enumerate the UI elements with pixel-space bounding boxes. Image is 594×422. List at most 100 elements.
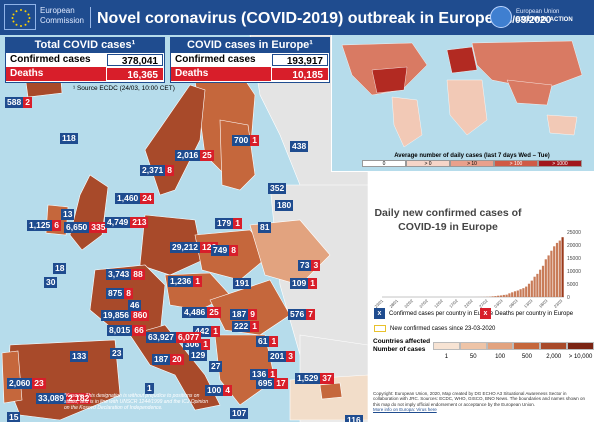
x-tick-label: 17/02 bbox=[448, 298, 459, 309]
country-badge: 100 4 bbox=[205, 385, 232, 396]
country-cases: 352 bbox=[268, 183, 287, 194]
legend-new-label: New confirmed cases since 23-03-2020 bbox=[390, 325, 496, 332]
x-tick-label: 18/03 bbox=[538, 298, 549, 309]
country-deaths: 20 bbox=[170, 354, 184, 365]
country-cases: 3,743 bbox=[106, 269, 132, 280]
country-badge: 136 1 bbox=[250, 369, 277, 380]
chart-bar bbox=[539, 269, 542, 297]
chart-bar bbox=[494, 296, 497, 297]
scale-swatch bbox=[433, 342, 460, 350]
legend-cases-label: Confirmed cases per country in Europe bbox=[389, 310, 494, 317]
country-badge: 109 1 bbox=[290, 278, 317, 289]
country-badge: 187 20 bbox=[152, 354, 184, 365]
country-deaths: 23 bbox=[32, 378, 46, 389]
x-tick-label: 28/01 bbox=[388, 298, 399, 309]
info-panel: Daily new confirmed cases of COVID-19 in… bbox=[368, 172, 594, 422]
country-cases: 118 bbox=[60, 133, 78, 144]
scale-tick: 1 bbox=[444, 354, 449, 360]
country-badge: 29,212 126 bbox=[170, 242, 219, 253]
total-covid-box: Total COVID cases¹ Confirmed cases 378,0… bbox=[5, 37, 165, 83]
country-badge: 352 bbox=[268, 183, 287, 194]
chart-bar bbox=[527, 283, 531, 297]
world-legend-class: > 1000 bbox=[538, 160, 582, 167]
country-badge: 4,486 25 bbox=[182, 307, 221, 318]
country-cases: 46 bbox=[128, 300, 142, 311]
country-deaths: 8 bbox=[229, 245, 238, 256]
country-badge: 2,371 8 bbox=[140, 165, 175, 176]
scale-tick: 100 bbox=[495, 354, 506, 360]
chart-bar bbox=[502, 294, 505, 297]
country-cases: 63,927 bbox=[146, 332, 176, 343]
chart-bar bbox=[530, 280, 533, 297]
country-badge: 179 1 bbox=[215, 218, 242, 229]
country-cases: 107 bbox=[230, 408, 249, 419]
legend-deaths-label: Deaths per country in Europe bbox=[495, 310, 574, 317]
country-deaths: 17 bbox=[274, 378, 288, 389]
country-badge: 116 bbox=[345, 415, 363, 422]
eeas-logo: European Union EXTERNAL ACTION bbox=[490, 4, 590, 31]
country-cases: 6,650 bbox=[64, 222, 90, 233]
x-tick-label: 03/03 bbox=[493, 298, 504, 309]
chart-bar bbox=[550, 250, 553, 297]
europe-deaths-row: Deaths 10,185 bbox=[171, 67, 329, 81]
country-deaths: 8 bbox=[165, 165, 175, 176]
chart-title: Daily new confirmed cases of COVID-19 in… bbox=[374, 207, 522, 233]
country-deaths: 24 bbox=[140, 193, 154, 204]
total-covid-title: Total COVID cases¹ bbox=[6, 38, 164, 53]
world-map: Average number of daily cases (last 7 da… bbox=[331, 35, 594, 172]
country-cases: 187 bbox=[230, 309, 249, 320]
deaths-symbol: x bbox=[480, 308, 491, 319]
country-badge: 442 1 bbox=[193, 326, 220, 337]
country-badge: 6,650 335 bbox=[64, 222, 108, 233]
chart-bar bbox=[536, 273, 539, 297]
chart-bar bbox=[525, 286, 528, 297]
country-cases: 136 bbox=[250, 369, 269, 380]
country-deaths: 4 bbox=[223, 385, 232, 396]
country-deaths: 25 bbox=[207, 307, 221, 318]
country-cases: 100 bbox=[205, 385, 224, 396]
europe-covid-title: COVID cases in Europe¹ bbox=[171, 38, 329, 53]
country-cases: 81 bbox=[258, 222, 272, 233]
chart-bar bbox=[561, 237, 564, 297]
country-badge: 187 9 bbox=[230, 309, 257, 320]
country-cases: 2,371 bbox=[140, 165, 166, 176]
scale-swatch bbox=[459, 342, 487, 350]
countries-affected-ticks: 1 50 100 500 2,000 > 10,000 bbox=[433, 354, 594, 360]
country-cases: 61 bbox=[256, 336, 270, 347]
copyright-block: Copyright: European Union, 2020, Map cre… bbox=[373, 391, 592, 412]
scale-swatch bbox=[567, 342, 594, 350]
total-deaths-label: Deaths bbox=[6, 67, 106, 81]
world-legend-title: Average number of daily cases (last 7 da… bbox=[394, 153, 550, 159]
kosovo-disclaimer: *Kosovo: This designation is without pre… bbox=[64, 393, 208, 411]
country-badge: 695 17 bbox=[256, 378, 288, 389]
countries-affected-line-1: Countries affected bbox=[373, 338, 431, 345]
chart-bar bbox=[553, 246, 556, 297]
country-badge: 61 1 bbox=[256, 336, 279, 347]
world-legend-class: 0 bbox=[362, 160, 406, 167]
country-badge: 3,743 88 bbox=[106, 269, 145, 280]
countries-affected-swatches: Countries affected Number of cases bbox=[373, 338, 594, 354]
y-tick-label: 15000 bbox=[567, 256, 581, 262]
country-cases: 33,089 bbox=[36, 393, 66, 404]
country-deaths: 1 bbox=[193, 276, 203, 287]
europe-confirmed-label: Confirmed cases bbox=[175, 54, 256, 65]
country-badge: 81 bbox=[258, 222, 272, 233]
y-tick-label: 25000 bbox=[567, 230, 581, 236]
country-badge: 8,015 66 bbox=[107, 325, 146, 336]
chart-bar bbox=[497, 295, 500, 297]
org-line-2: Commission bbox=[40, 16, 85, 25]
x-tick-label: 27/02 bbox=[478, 298, 489, 309]
x-tick-label: 22/02 bbox=[463, 298, 474, 309]
country-cases: 180 bbox=[275, 200, 294, 211]
country-deaths: 6 bbox=[52, 220, 62, 231]
country-cases: 700 bbox=[232, 135, 251, 146]
world-legend-class: > 10 bbox=[450, 160, 494, 167]
legend-cases: x Confirmed cases per country in Europe bbox=[374, 308, 494, 319]
country-badge: 1,236 1 bbox=[168, 276, 203, 287]
country-badge: 1 bbox=[145, 383, 154, 394]
more-info-link[interactable]: More info on Europa: Virus here bbox=[373, 406, 437, 412]
world-legend-scale: 0 > 0 > 10 > 100 > 1000 bbox=[362, 160, 582, 167]
chart-bar bbox=[511, 292, 514, 297]
scale-swatch bbox=[540, 342, 568, 350]
partner-line-1: European Union bbox=[516, 9, 560, 15]
